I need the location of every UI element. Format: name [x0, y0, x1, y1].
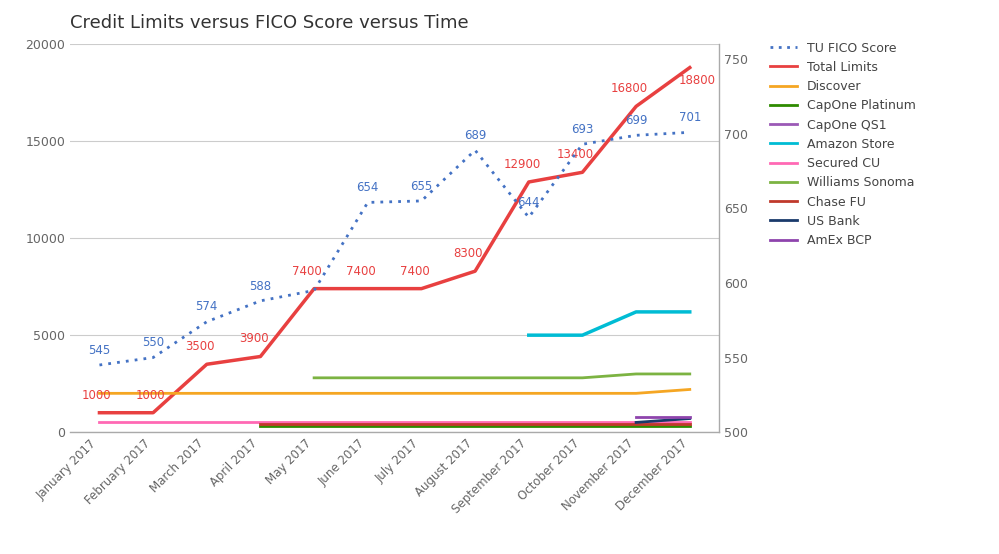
Text: 7400: 7400: [346, 264, 376, 278]
Text: 693: 693: [571, 123, 593, 136]
Text: 655: 655: [411, 179, 433, 193]
Text: 550: 550: [142, 336, 164, 349]
Text: 3500: 3500: [185, 340, 215, 353]
Text: 644: 644: [517, 196, 540, 209]
Text: 545: 545: [88, 343, 111, 357]
Text: 12900: 12900: [503, 158, 540, 171]
Text: 654: 654: [357, 181, 379, 194]
Text: 574: 574: [196, 300, 218, 314]
Text: 701: 701: [678, 111, 701, 124]
Text: 16800: 16800: [610, 82, 647, 95]
Text: 13400: 13400: [556, 148, 594, 161]
Text: 7400: 7400: [293, 264, 322, 278]
Legend: TU FICO Score, Total Limits, Discover, CapOne Platinum, CapOne QS1, Amazon Store: TU FICO Score, Total Limits, Discover, C…: [765, 37, 921, 252]
Text: 18800: 18800: [678, 74, 715, 87]
Text: 7400: 7400: [400, 264, 430, 278]
Text: 1000: 1000: [82, 388, 112, 402]
Text: 588: 588: [250, 280, 272, 293]
Text: 8300: 8300: [454, 247, 483, 260]
Text: 1000: 1000: [136, 388, 165, 402]
Text: 3900: 3900: [239, 332, 269, 345]
Text: 699: 699: [624, 114, 647, 127]
Text: Credit Limits versus FICO Score versus Time: Credit Limits versus FICO Score versus T…: [70, 14, 469, 32]
Text: 689: 689: [464, 129, 487, 142]
